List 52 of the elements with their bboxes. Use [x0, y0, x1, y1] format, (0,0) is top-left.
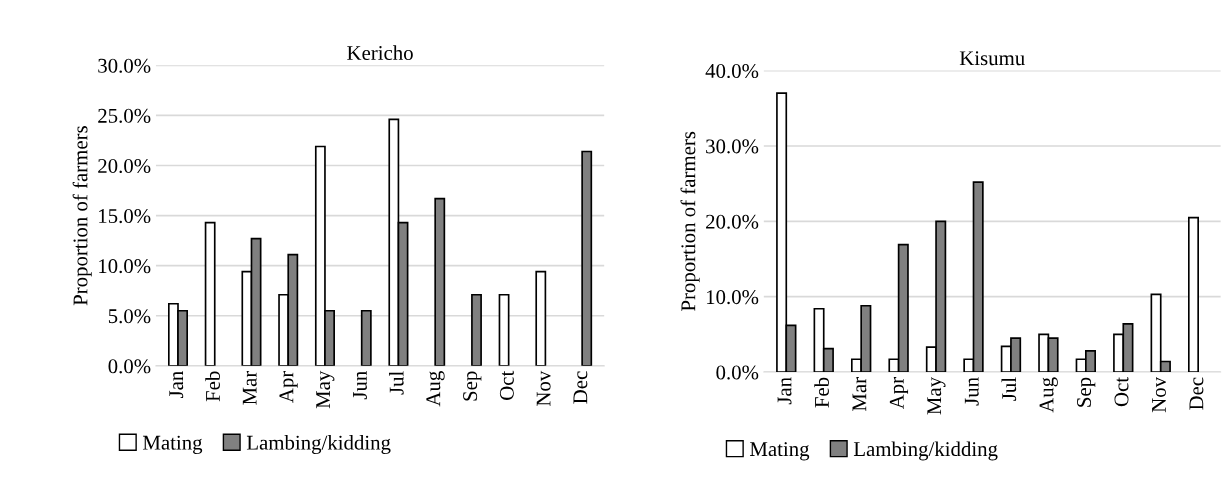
x-tick-label: Jun [353, 371, 367, 400]
x-tick-label: Apr [279, 370, 298, 403]
legend-label: Mating [142, 435, 203, 454]
chart-title: Kisumu [959, 51, 1025, 66]
x-tick-label: Mar [242, 370, 257, 405]
y-tick-label: 20.0% [706, 214, 759, 229]
x-tick-label: Jul [1001, 377, 1017, 401]
chart-title: Kericho [347, 45, 413, 60]
x-tick-label: Dec [1189, 377, 1204, 410]
bar [581, 150, 593, 366]
x-tick-label: May [316, 370, 335, 409]
x-tick-label: Oct [1114, 377, 1129, 407]
y-tick-label: 10.0% [706, 290, 759, 305]
x-tick-label: Feb [205, 371, 220, 402]
x-tick-label: Jan [777, 377, 792, 405]
x-tick-label: May [927, 377, 946, 415]
y-tick-label: 30.0% [98, 58, 151, 73]
y-axis-title: Proportion of farmers [72, 126, 92, 306]
x-tick-label: Aug [1039, 377, 1058, 413]
bar [1187, 216, 1200, 373]
bar [360, 309, 372, 366]
bar [471, 293, 482, 366]
x-tick-label: Nov [1152, 376, 1166, 413]
legend-label: Lambing/kidding [246, 435, 391, 454]
x-tick-label: Apr [889, 377, 909, 410]
y-tick-label: 0.0% [108, 359, 151, 374]
y-tick-label: 0.0% [716, 365, 759, 380]
y-tick-label: 20.0% [98, 158, 151, 174]
x-tick-label: Feb [814, 377, 829, 408]
y-tick-label: 25.0% [98, 108, 151, 123]
x-tick-label: Dec [573, 371, 588, 404]
y-tick-label: 40.0% [705, 63, 759, 79]
y-tick-label: 10.0% [99, 259, 151, 274]
x-tick-label: Jun [964, 377, 979, 406]
bar [535, 270, 547, 366]
bar [434, 197, 446, 366]
y-axis-title: Proportion of farmers [680, 131, 700, 311]
x-tick-label: Jul [388, 371, 404, 395]
x-tick-label: Sep [1077, 377, 1096, 407]
x-tick-label: Nov [536, 370, 551, 406]
legend-label: Mating [749, 442, 810, 461]
y-tick-label: 15.0% [99, 208, 151, 224]
x-tick-label: Jan [169, 371, 184, 399]
bar [498, 293, 510, 366]
legend-label: Lambing/kidding [853, 441, 998, 461]
x-tick-label: Aug [426, 371, 445, 407]
y-tick-label: 5.0% [108, 309, 151, 324]
x-tick-label: Sep [463, 371, 482, 401]
x-tick-label: Mar [852, 377, 867, 412]
y-tick-label: 30.0% [706, 139, 759, 154]
bar [204, 221, 216, 366]
x-tick-label: Oct [499, 370, 514, 400]
